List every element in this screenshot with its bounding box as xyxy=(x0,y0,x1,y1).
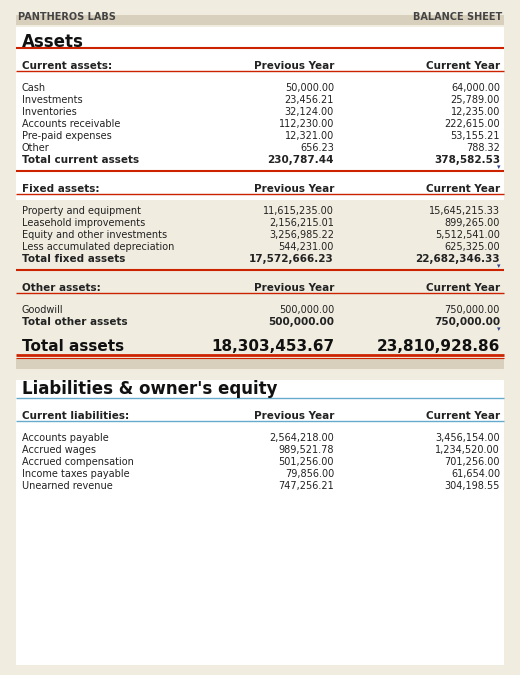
Text: Accounts payable: Accounts payable xyxy=(22,433,109,443)
Text: 2,156,215.01: 2,156,215.01 xyxy=(269,218,334,228)
Text: Previous Year: Previous Year xyxy=(254,61,334,71)
Text: 11,615,235.00: 11,615,235.00 xyxy=(263,206,334,216)
Text: Assets: Assets xyxy=(22,33,84,51)
Text: ▾: ▾ xyxy=(497,263,500,269)
Bar xyxy=(16,27,504,200)
Text: Less accumulated depreciation: Less accumulated depreciation xyxy=(22,242,174,252)
Text: 18,303,453.67: 18,303,453.67 xyxy=(211,339,334,354)
Text: 378,582.53: 378,582.53 xyxy=(434,155,500,165)
Text: Previous Year: Previous Year xyxy=(254,411,334,421)
Text: 23,810,928.86: 23,810,928.86 xyxy=(376,339,500,354)
Text: Current Year: Current Year xyxy=(426,61,500,71)
Text: Accrued wages: Accrued wages xyxy=(22,445,96,455)
Text: 501,256.00: 501,256.00 xyxy=(279,457,334,467)
Text: Other: Other xyxy=(22,143,50,153)
Text: 12,321.00: 12,321.00 xyxy=(285,131,334,141)
Text: Goodwill: Goodwill xyxy=(22,305,63,315)
Text: Current liabilities:: Current liabilities: xyxy=(22,411,129,421)
Text: Other assets:: Other assets: xyxy=(22,283,101,293)
Text: Current assets:: Current assets: xyxy=(22,61,112,71)
Text: 625,325.00: 625,325.00 xyxy=(445,242,500,252)
Bar xyxy=(16,358,504,369)
Text: 222,615.00: 222,615.00 xyxy=(445,119,500,129)
Text: 899,265.00: 899,265.00 xyxy=(445,218,500,228)
Text: 701,256.00: 701,256.00 xyxy=(445,457,500,467)
Text: PANTHEROS LABS: PANTHEROS LABS xyxy=(18,12,116,22)
Text: Unearned revenue: Unearned revenue xyxy=(22,481,113,491)
Text: Liabilities & owner's equity: Liabilities & owner's equity xyxy=(22,380,278,398)
Text: Current Year: Current Year xyxy=(426,411,500,421)
Text: Leasehold improvements: Leasehold improvements xyxy=(22,218,145,228)
Bar xyxy=(16,15,504,25)
Text: 750,000.00: 750,000.00 xyxy=(445,305,500,315)
Text: Pre-paid expenses: Pre-paid expenses xyxy=(22,131,112,141)
Text: Income taxes payable: Income taxes payable xyxy=(22,469,129,479)
Text: Previous Year: Previous Year xyxy=(254,283,334,293)
Text: 32,124.00: 32,124.00 xyxy=(285,107,334,117)
Text: 2,564,218.00: 2,564,218.00 xyxy=(269,433,334,443)
Text: 17,572,666.23: 17,572,666.23 xyxy=(249,254,334,264)
Text: 64,000.00: 64,000.00 xyxy=(451,83,500,93)
Text: 12,235.00: 12,235.00 xyxy=(451,107,500,117)
Text: 544,231.00: 544,231.00 xyxy=(279,242,334,252)
Text: Accounts receivable: Accounts receivable xyxy=(22,119,120,129)
Text: ▾: ▾ xyxy=(497,164,500,170)
Text: Total current assets: Total current assets xyxy=(22,155,139,165)
Text: 15,645,215.33: 15,645,215.33 xyxy=(429,206,500,216)
Text: Fixed assets:: Fixed assets: xyxy=(22,184,99,194)
Text: Previous Year: Previous Year xyxy=(254,184,334,194)
Text: 230,787.44: 230,787.44 xyxy=(267,155,334,165)
Text: 788.32: 788.32 xyxy=(466,143,500,153)
Text: 23,456.21: 23,456.21 xyxy=(284,95,334,105)
Text: 3,456,154.00: 3,456,154.00 xyxy=(435,433,500,443)
Text: 500,000.00: 500,000.00 xyxy=(279,305,334,315)
Bar xyxy=(16,380,504,665)
Text: Inventories: Inventories xyxy=(22,107,77,117)
Text: BALANCE SHEET: BALANCE SHEET xyxy=(413,12,502,22)
Text: 22,682,346.33: 22,682,346.33 xyxy=(415,254,500,264)
Text: Property and equipment: Property and equipment xyxy=(22,206,141,216)
Text: Cash: Cash xyxy=(22,83,46,93)
Text: 53,155.21: 53,155.21 xyxy=(450,131,500,141)
Text: Total fixed assets: Total fixed assets xyxy=(22,254,125,264)
Text: Investments: Investments xyxy=(22,95,83,105)
Text: 500,000.00: 500,000.00 xyxy=(268,317,334,327)
Text: 3,256,985.22: 3,256,985.22 xyxy=(269,230,334,240)
Text: 304,198.55: 304,198.55 xyxy=(445,481,500,491)
Text: Total other assets: Total other assets xyxy=(22,317,127,327)
Text: 112,230.00: 112,230.00 xyxy=(279,119,334,129)
Text: Equity and other investments: Equity and other investments xyxy=(22,230,167,240)
Text: Total assets: Total assets xyxy=(22,339,124,354)
Text: 750,000.00: 750,000.00 xyxy=(434,317,500,327)
Text: 61,654.00: 61,654.00 xyxy=(451,469,500,479)
Text: ▾: ▾ xyxy=(497,326,500,332)
Text: 79,856.00: 79,856.00 xyxy=(285,469,334,479)
Text: 656.23: 656.23 xyxy=(300,143,334,153)
Text: 5,512,541.00: 5,512,541.00 xyxy=(435,230,500,240)
Text: Current Year: Current Year xyxy=(426,184,500,194)
Text: 989,521.78: 989,521.78 xyxy=(279,445,334,455)
Text: 25,789.00: 25,789.00 xyxy=(451,95,500,105)
Text: Accrued compensation: Accrued compensation xyxy=(22,457,134,467)
Text: 50,000.00: 50,000.00 xyxy=(285,83,334,93)
Text: 1,234,520.00: 1,234,520.00 xyxy=(435,445,500,455)
Text: Current Year: Current Year xyxy=(426,283,500,293)
Text: 747,256.21: 747,256.21 xyxy=(278,481,334,491)
